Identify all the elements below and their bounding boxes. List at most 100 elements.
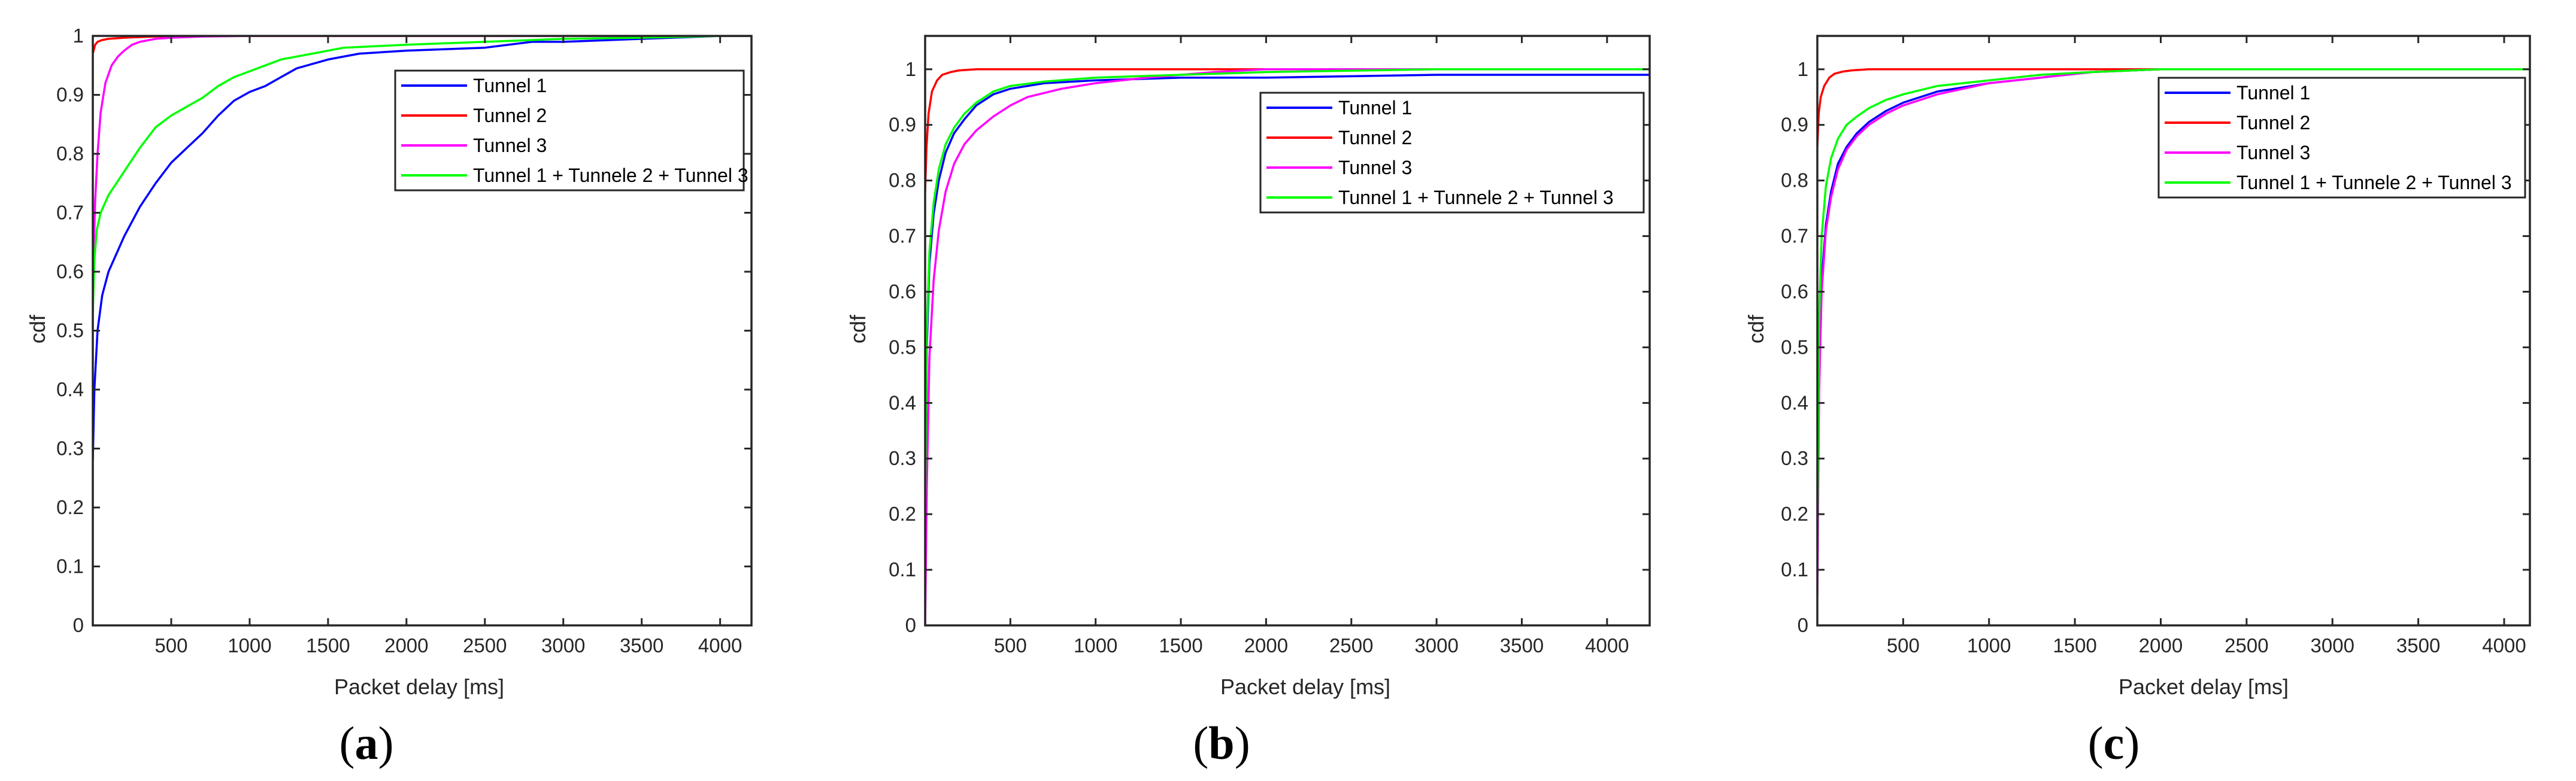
panel-b-y-tick-label: 1 bbox=[905, 58, 916, 80]
panel-a-y-tick-label: 1 bbox=[73, 25, 84, 47]
panel-b-y-tick-label: 0.8 bbox=[889, 169, 916, 192]
panel-a-y-tick-label: 0.4 bbox=[56, 378, 84, 400]
panel-b-y-tick-label: 0.2 bbox=[889, 503, 916, 525]
panel-a-y-tick-label: 0.5 bbox=[56, 320, 84, 342]
panel-b-y-tick-label: 0.6 bbox=[889, 280, 916, 302]
panel-a-legend-label-4: Tunnel 1 + Tunnele 2 + Tunnel 3 bbox=[473, 165, 748, 186]
panel-c-y-tick-label: 0.3 bbox=[1781, 447, 1808, 469]
panel-c-caption: (c) bbox=[2088, 717, 2140, 769]
panel-b-y-tick-label: 0.9 bbox=[889, 114, 916, 136]
panel-a-series-line-2 bbox=[93, 36, 751, 54]
panel-a-legend-label-2: Tunnel 2 bbox=[473, 105, 547, 126]
panel-c-legend-label-4: Tunnel 1 + Tunnele 2 + Tunnel 3 bbox=[2236, 172, 2512, 193]
panel-a-caption-letter: a bbox=[355, 717, 378, 769]
panel-b-legend-label-4: Tunnel 1 + Tunnele 2 + Tunnel 3 bbox=[1338, 187, 1614, 208]
panel-b-x-tick-label: 1000 bbox=[1074, 634, 1117, 657]
panel-c-y-tick-label: 0.2 bbox=[1781, 503, 1808, 525]
panel-c-y-tick-label: 0.5 bbox=[1781, 336, 1808, 358]
panel-b-series-line-2 bbox=[925, 68, 1650, 192]
panel-b-y-tick-label: 0.1 bbox=[889, 558, 916, 581]
panel-a-chart: 500 1000 1500 2000 2500 3000 3500 4000 0 0.1 0.2 0.… bbox=[25, 25, 753, 769]
panel-a-x-tick-label: 1500 bbox=[306, 634, 350, 657]
panel-b-series-line-4 bbox=[925, 68, 1650, 515]
panel-c-y-tick-label: 0.9 bbox=[1781, 114, 1808, 136]
panel-b-x-tick-label: 2500 bbox=[1329, 634, 1373, 657]
panel-b-legend-label-2: Tunnel 2 bbox=[1338, 127, 1412, 148]
panel-a-legend-box bbox=[394, 69, 745, 192]
panel-a-x-tick-label: 4000 bbox=[698, 634, 742, 657]
panel-b-legend-label-1: Tunnel 1 bbox=[1338, 97, 1412, 118]
panel-a-y-tick-label: 0 bbox=[73, 614, 84, 636]
panel-b-caption-letter: b bbox=[1208, 717, 1234, 769]
panel-b-chart: 500 1000 1500 2000 2500 3000 3500 4000 0 0.1 0.2 0.… bbox=[845, 35, 1651, 769]
panel-a-caption: (a) bbox=[340, 717, 394, 769]
panel-b-x-tick-label: 2000 bbox=[1244, 634, 1288, 657]
panel-c-legend-box bbox=[2157, 77, 2526, 199]
panel-c-axes-box bbox=[1816, 35, 2531, 627]
panel-a-legend-label-3: Tunnel 3 bbox=[473, 135, 547, 156]
panel-b-caption: (b) bbox=[1193, 717, 1250, 769]
panel-b-x-tick-label: 500 bbox=[994, 634, 1027, 657]
panel-b-y-tick-label: 0.5 bbox=[889, 336, 916, 358]
panel-a-x-tick-label: 1000 bbox=[228, 634, 271, 657]
panel-c-chart: 500 1000 1500 2000 2500 3000 3500 4000 0 0.1 0.2 0.… bbox=[1744, 35, 2531, 769]
panel-a-legend: Tunnel 1 Tunnel 2 Tunnel 3 Tunnel 1 + Tunne… bbox=[394, 69, 748, 192]
panel-c-x-tick-label: 2500 bbox=[2225, 634, 2268, 657]
panel-a-x-axis-title: Packet delay [ms] bbox=[334, 674, 504, 699]
panel-c-series-line-2 bbox=[1817, 68, 2530, 147]
panel-c-y-tick-label: 0.7 bbox=[1781, 225, 1808, 247]
panel-a-legend-label-1: Tunnel 1 bbox=[473, 75, 547, 96]
panel-c-legend-label-2: Tunnel 2 bbox=[2236, 112, 2310, 133]
panel-b-y-tick-label: 0.4 bbox=[889, 391, 916, 414]
panel-c-series-line-3 bbox=[1817, 68, 2530, 598]
panel-c-x-tick-label: 1500 bbox=[2053, 634, 2096, 657]
panel-c-y-tick-label: 0.8 bbox=[1781, 169, 1808, 192]
panel-a-y-tick-label: 0.8 bbox=[56, 142, 84, 165]
panel-c-x-axis-title: Packet delay [ms] bbox=[2119, 674, 2289, 699]
panel-b-legend-label-3: Tunnel 3 bbox=[1338, 157, 1412, 178]
panel-a-y-tick-label: 0.7 bbox=[56, 202, 84, 224]
panel-c-x-tick-label: 3000 bbox=[2311, 634, 2354, 657]
panel-c-legend-label-3: Tunnel 3 bbox=[2236, 142, 2310, 163]
panel-b-x-tick-label: 3000 bbox=[1414, 634, 1458, 657]
panel-a-y-tick-label: 0.2 bbox=[56, 496, 84, 518]
panel-b-axes-box bbox=[924, 35, 1651, 627]
panel-c-legend-label-1: Tunnel 1 bbox=[2236, 82, 2310, 104]
panel-a-series-line-1 bbox=[93, 36, 751, 461]
panel-c-series-line-4 bbox=[1817, 68, 2530, 542]
panel-b-y-tick-label: 0 bbox=[905, 614, 916, 636]
panel-c-y-tick-label: 0.6 bbox=[1781, 280, 1808, 302]
panel-c-x-tick-label: 4000 bbox=[2482, 634, 2526, 657]
panel-c-x-tick-label: 500 bbox=[1887, 634, 1920, 657]
panel-b-x-tick-label: 3500 bbox=[1500, 634, 1544, 657]
panel-b-x-tick-label: 4000 bbox=[1585, 634, 1629, 657]
panel-c-caption-letter: c bbox=[2104, 717, 2125, 769]
panel-c-legend: Tunnel 1 Tunnel 2 Tunnel 3 Tunnel 1 + Tunne… bbox=[2157, 77, 2526, 199]
panel-a-x-tick-label: 2000 bbox=[384, 634, 428, 657]
panel-a-x-tick-label: 3500 bbox=[620, 634, 663, 657]
panel-c-y-tick-label: 1 bbox=[1798, 58, 1808, 80]
panel-b-legend: Tunnel 1 Tunnel 2 Tunnel 3 Tunnel 1 + Tunne… bbox=[1259, 92, 1645, 214]
panel-c-series-group bbox=[1817, 68, 2530, 598]
panel-a-y-axis-title: cdf bbox=[25, 314, 50, 344]
panel-a-y-tick-label: 0.1 bbox=[56, 555, 84, 578]
panel-c-y-tick-label: 0 bbox=[1798, 614, 1808, 636]
panel-a-y-tick-label: 0.3 bbox=[56, 437, 84, 460]
panel-b-series-line-3 bbox=[925, 68, 1650, 625]
panel-c-x-tick-label: 3500 bbox=[2396, 634, 2440, 657]
panel-c-y-tick-label: 0.4 bbox=[1781, 391, 1808, 414]
panel-a-y-tick-label: 0.6 bbox=[56, 260, 84, 282]
panel-c-y-tick-label: 0.1 bbox=[1781, 558, 1808, 581]
panel-b-y-tick-label: 0.3 bbox=[889, 447, 916, 469]
panel-b-legend-box bbox=[1259, 92, 1645, 214]
panel-b-x-tick-label: 1500 bbox=[1159, 634, 1202, 657]
panel-b-y-tick-label: 0.7 bbox=[889, 225, 916, 247]
panel-b-series-group bbox=[925, 68, 1650, 625]
panel-c-x-tick-label: 2000 bbox=[2139, 634, 2183, 657]
panel-a-x-tick-label: 3000 bbox=[541, 634, 585, 657]
panel-a-y-tick-label: 0.9 bbox=[56, 84, 84, 106]
panel-a-x-tick-label: 500 bbox=[154, 634, 187, 657]
panel-a-x-tick-label: 2500 bbox=[463, 634, 507, 657]
panel-b-y-axis-title: cdf bbox=[845, 314, 870, 344]
